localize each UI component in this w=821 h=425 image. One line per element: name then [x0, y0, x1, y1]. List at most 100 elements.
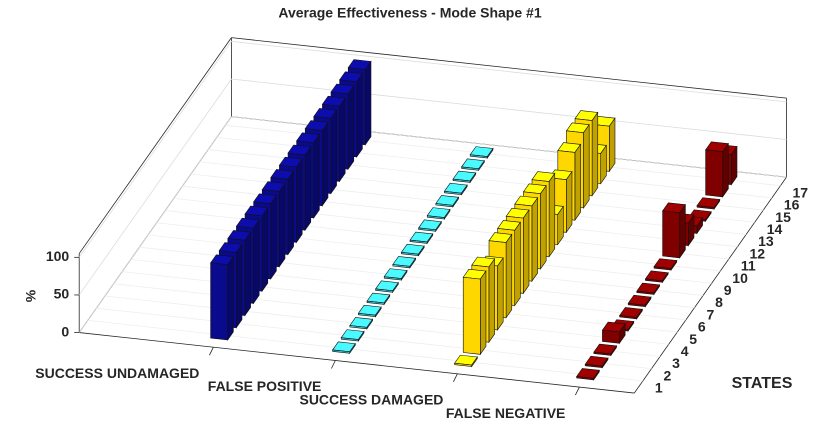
tick-mark [331, 360, 336, 369]
bar-side [566, 170, 573, 234]
bar-side [497, 257, 504, 331]
bar [357, 304, 382, 318]
bar-front [418, 227, 437, 232]
axis-line [633, 176, 787, 394]
x-tick-label: FALSE NEGATIVE [446, 405, 566, 421]
x-tick-label: FALSE POSITIVE [208, 378, 322, 394]
bar-side [609, 117, 616, 173]
state-tick-label: 10 [732, 270, 748, 286]
bar-front [454, 362, 473, 367]
bar-side [313, 133, 320, 219]
bar [469, 146, 494, 160]
bar [375, 280, 399, 294]
bar [400, 243, 425, 257]
bar-side [480, 270, 487, 356]
bar-front [366, 300, 385, 305]
grid-line [122, 271, 678, 333]
tick-mark [453, 373, 458, 382]
z-tick-label: 100 [46, 248, 70, 264]
state-tick-label: 9 [724, 282, 732, 298]
bar-side [287, 170, 294, 256]
bar-front [210, 262, 229, 341]
bar-side [279, 182, 286, 268]
bar-side [505, 233, 513, 319]
bar-side [591, 111, 599, 197]
bar-side [261, 206, 269, 293]
state-tick-label: 7 [707, 306, 715, 322]
bar [462, 268, 487, 356]
bar [461, 158, 485, 172]
bar [340, 329, 365, 343]
state-tick-label: 3 [672, 355, 680, 371]
bar [619, 307, 643, 320]
x-tick-label: SUCCESS DAMAGED [299, 392, 443, 408]
bar-side [523, 209, 530, 295]
bar [627, 294, 652, 308]
bar-front [662, 210, 681, 259]
bar-front [409, 239, 428, 244]
x-tick-label: SUCCESS UNDAMAGED [35, 365, 199, 381]
bar-front [576, 376, 595, 381]
grid-line [231, 78, 787, 140]
bar-front [627, 302, 646, 307]
bar-side [296, 158, 303, 244]
bar [584, 355, 609, 369]
state-tick-label: 16 [784, 197, 800, 213]
bar-side [356, 72, 363, 158]
bar [662, 202, 686, 259]
bar-front [636, 290, 655, 295]
grid-line [87, 319, 643, 382]
bar-side [679, 203, 686, 259]
state-tick-label: 12 [750, 245, 766, 261]
bar [210, 254, 234, 341]
bar [454, 354, 478, 368]
state-tick-label: 4 [681, 343, 689, 359]
grid-line [104, 295, 661, 357]
bar-side [531, 196, 538, 283]
chart-title: Average Effectiveness - Mode Shape #1 [278, 5, 541, 21]
z-axis-label: % [23, 289, 39, 302]
state-tick-label: 13 [758, 233, 774, 249]
bar [435, 195, 460, 208]
bar-front [452, 178, 471, 183]
bar-front [435, 203, 454, 208]
bar [443, 182, 468, 196]
axis-line [79, 332, 635, 394]
bar-front [383, 276, 402, 281]
bar [601, 321, 626, 345]
state-tick-label: 8 [715, 294, 723, 310]
bar [576, 368, 600, 381]
axis-line [231, 37, 787, 99]
bar-side [304, 145, 312, 232]
bar-front [619, 315, 638, 320]
bar-front [462, 276, 481, 355]
bar-side [339, 97, 346, 183]
tick-mark [209, 347, 214, 356]
bar-front [696, 205, 715, 210]
bar-front [593, 351, 612, 356]
grid-line [78, 78, 232, 296]
bar-side [253, 219, 260, 305]
bar-side [583, 123, 590, 209]
bar-side [270, 194, 277, 280]
grid-line [78, 116, 232, 333]
bar-front [349, 325, 368, 330]
bar-front [401, 251, 419, 256]
bar-side [548, 172, 556, 258]
bar [349, 317, 374, 330]
state-tick-label: 5 [689, 331, 697, 347]
bar-front [584, 363, 603, 368]
bar-front [444, 190, 462, 195]
bar-side [574, 143, 581, 222]
bar-side [244, 231, 251, 317]
bar-side [322, 121, 329, 207]
y-axis-label: STATES [732, 375, 793, 392]
state-tick-label: 14 [767, 221, 783, 237]
bar-side [347, 84, 355, 171]
state-tick-label: 11 [741, 258, 756, 274]
bar-front [705, 149, 724, 198]
state-tick-label: 2 [664, 367, 672, 383]
state-tick-label: 15 [775, 209, 791, 225]
bar-side [722, 142, 729, 198]
